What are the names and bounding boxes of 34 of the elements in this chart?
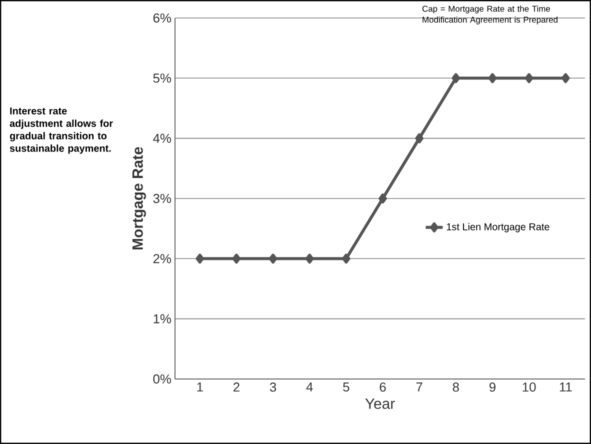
point	[452, 73, 460, 84]
x-tick-label: 8	[452, 382, 459, 392]
x-tick-label: 6	[380, 382, 386, 392]
x-tick-label: 4	[306, 382, 313, 392]
x-tick-label: 2	[234, 382, 240, 392]
point	[378, 193, 387, 204]
x-tick-label: 10	[522, 382, 536, 392]
point	[268, 254, 278, 264]
x-tick-label: 11	[560, 382, 572, 392]
x-axis-title: Year	[365, 398, 395, 409]
point	[415, 133, 424, 144]
text: Interest rate adjustment allows for gradual transition to sustainable payment.	[10, 108, 113, 154]
point	[488, 73, 497, 84]
x-tick-label: 1	[197, 382, 203, 392]
x-tick-label: 3	[270, 382, 276, 392]
x-tick-label: 7	[416, 382, 422, 392]
y-tick-label: 3%	[153, 194, 172, 204]
y-tick-label: 2%	[153, 254, 172, 264]
y-tick-label: 4%	[153, 134, 172, 143]
point	[524, 73, 534, 84]
y-tick-label: 5%	[153, 74, 172, 83]
point	[196, 254, 204, 264]
point	[342, 254, 350, 264]
point	[232, 254, 241, 264]
y-tick-label: 0%	[153, 374, 172, 384]
y-tick-label: 6%	[153, 13, 172, 23]
x-tick-label: 9	[489, 382, 496, 392]
legend-label: 1st Lien Mortgage Rate	[446, 223, 550, 232]
x-tick-label: 5	[343, 382, 350, 392]
y-axis-title: Mortgage Rate	[132, 147, 146, 250]
point	[305, 254, 314, 264]
point	[562, 73, 570, 84]
annotation: Cap = Mortgage Rate at the Time Modification Agreement is Prepared	[422, 6, 558, 24]
y-tick-label: 1%	[154, 314, 172, 324]
